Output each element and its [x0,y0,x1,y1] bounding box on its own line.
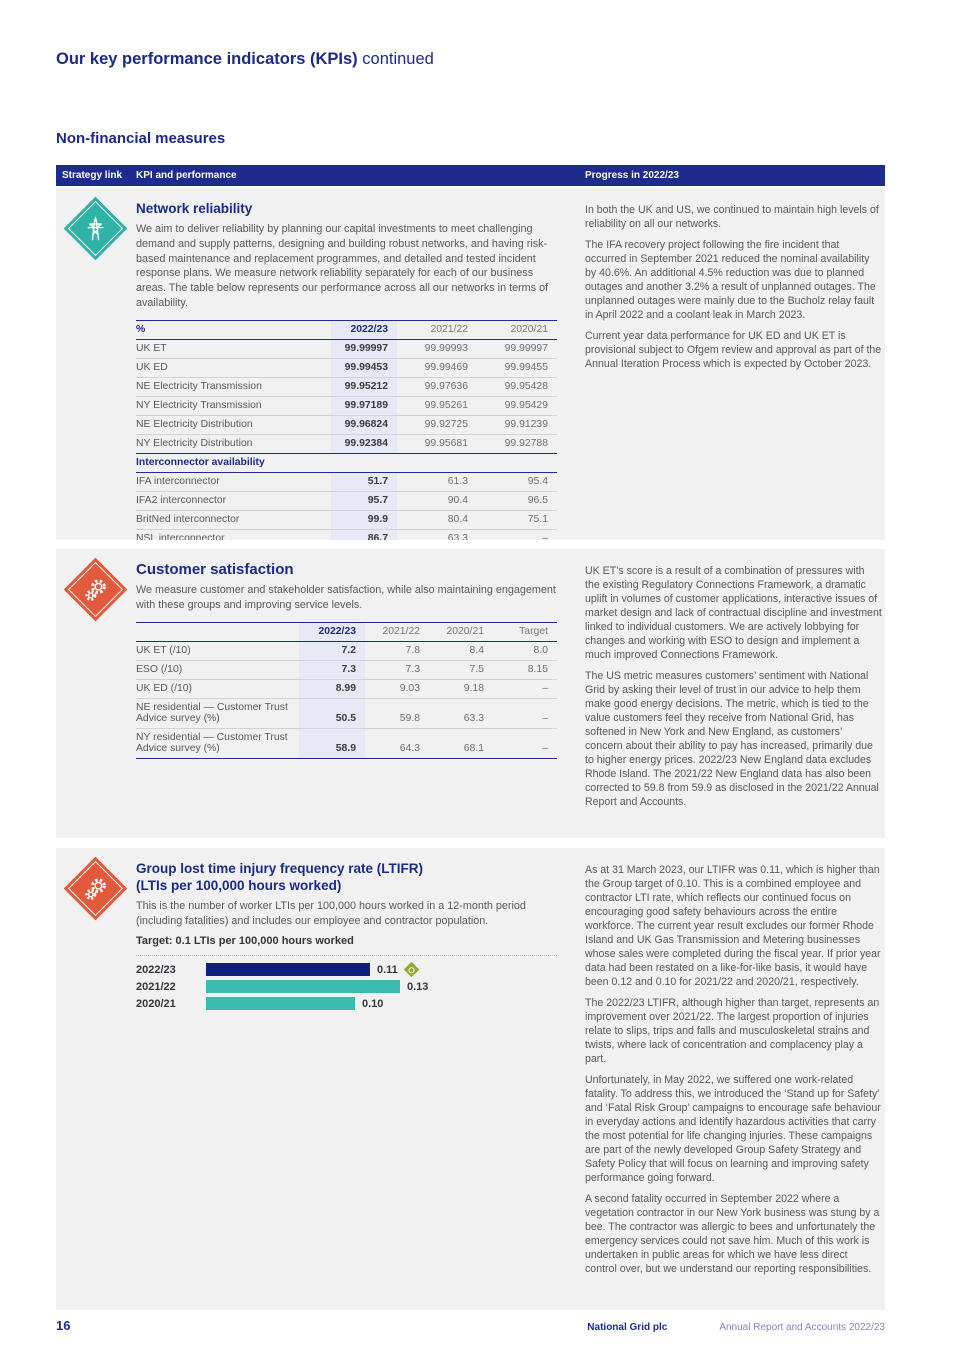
progress-column: UK ET’s score is a result of a combinati… [585,564,882,816]
section-description: This is the number of worker LTIs per 10… [136,900,526,927]
section-title-line2: (LTIs per 100,000 hours worked) [136,878,342,893]
progress-paragraph: A second fatality occurred in September … [585,1193,880,1275]
col-2022-23: 2022/23 [331,320,397,340]
progress-paragraph: Unfortunately, in May 2022, we suffered … [585,1074,881,1184]
progress-paragraph: The IFA recovery project following the f… [585,239,876,321]
col-percent: % [136,324,146,336]
transmission-tower-icon [63,196,128,261]
table-row: BritNed interconnector 99.9 80.4 75.1 [136,510,557,530]
progress-paragraph: The US metric measures customers’ sentim… [585,670,879,808]
progress-paragraph: The 2022/23 LTIFR, although higher than … [585,997,880,1065]
footer-report-title: Annual Report and Accounts 2022/23 [719,1322,885,1333]
progress-column: In both the UK and US, we continued to m… [585,203,882,378]
bar-value-label: 0.13 [407,980,429,993]
progress-paragraph: In both the UK and US, we continued to m… [585,204,879,230]
chart-row: 2022/23 0.11 [136,961,557,978]
section-customer-satisfaction: Customer satisfaction We measure custome… [56,549,885,838]
column-header-bar: Strategy link KPI and performance Progre… [56,165,885,186]
table-row: NY residential — Customer Trust Advice s… [136,728,557,759]
bar-2020-21 [206,997,355,1011]
strategy-link-column-header: Strategy link [62,170,123,181]
col-2021-22: 2021/22 [430,324,468,336]
section-ltifr: Group lost time injury frequency rate (L… [56,848,885,1310]
progress-paragraph: Current year data performance for UK ED … [585,330,882,370]
chart-row: 2021/22 0.13 [136,980,557,994]
footer: National Grid plc Annual Report and Acco… [587,1322,885,1333]
progress-paragraph: UK ET’s score is a result of a combinati… [585,565,882,661]
bar-value-label: 0.10 [362,997,384,1010]
section-title-line1: Group lost time injury frequency rate (L… [136,861,424,876]
table-row: ESO (/10) 7.3 7.3 7.5 8.15 [136,660,557,680]
section-description: We measure customer and stakeholder sati… [136,584,556,611]
non-financial-measures-heading: Non-financial measures [56,130,226,147]
bar-category-label: 2020/21 [136,997,176,1010]
section-title: Network reliability [136,201,253,216]
customer-satisfaction-table: 2022/23 2021/22 2020/21 Target UK ET (/1… [136,622,557,759]
table-row: UK ET (/10) 7.2 7.8 8.4 8.0 [136,641,557,661]
table-row: NE Electricity Transmission 99.95212 99.97… [136,377,557,397]
table-row: NY Electricity Transmission 99.97189 99.95… [136,396,557,416]
table-row: NY Electricity Distribution 99.92384 99.95… [136,434,557,454]
ltifr-bar-chart: 2022/23 0.11 2021/22 0.13 2020/21 0.10 [136,954,557,1011]
bar-value-label: 0.11 [377,963,398,976]
table-row: UK ED (/10) 8.99 9.03 9.18– [136,679,557,699]
table-header-row: % 2022/23 2021/22 2020/21 [136,320,557,340]
section-description: We aim to deliver reliability by plannin… [136,223,549,309]
kpi-performance-column-header: KPI and performance [136,170,237,181]
network-reliability-table: % 2022/23 2021/22 2020/21 UK ET 99.99997 9… [136,320,557,540]
page-title: Our key performance indicators (KPIs) co… [56,50,434,69]
table-row: UK ED 99.99453 99.99469 99.99455 [136,358,557,378]
target-label: Target: 0.1 LTIs per 100,000 hours worke… [136,934,354,947]
progress-column-header: Progress in 2022/23 [585,170,679,181]
bar-2021-22 [206,980,400,994]
section-network-reliability: Network reliability We aim to deliver re… [56,188,885,540]
table-row: IFA interconnector 51.7 61.3 95.4 [136,472,557,492]
table-row: NE residential — Customer Trust Advice s… [136,698,557,729]
col-blank [136,622,299,641]
progress-column: As at 31 March 2023, our LTIFR was 0.11,… [585,863,882,1283]
page-number: 16 [56,1318,71,1333]
page-title-bold: Our key performance indicators (KPIs) [56,50,358,68]
bar-category-label: 2022/23 [136,963,176,976]
gears-icon [63,557,128,622]
footer-company: National Grid plc [587,1322,668,1333]
progress-paragraph: As at 31 March 2023, our LTIFR was 0.11,… [585,864,881,988]
col-2021-22: 2021/22 [382,626,420,638]
col-2020-21: 2020/21 [446,626,484,638]
section-title: Customer satisfaction [136,561,294,578]
table-row: NE Electricity Distribution 99.96824 99.92… [136,415,557,435]
table-subheader-row: Interconnector availability [136,453,557,473]
col-2020-21: 2020/21 [510,324,548,336]
table-row: IFA2 interconnector 95.7 90.4 96.5 [136,491,557,511]
col-2022-23: 2022/23 [299,622,365,642]
bar-2022-23 [206,963,370,977]
col-target: Target [519,626,548,638]
table-row: NSL interconnector 86.7 63.3– [136,529,557,540]
table-header-row: 2022/23 2021/22 2020/21 Target [136,622,557,642]
page-title-suffix: continued [357,50,434,68]
table-row: UK ET 99.99997 99.99993 99.99997 [136,339,557,359]
gears-icon [63,856,128,921]
chart-row: 2020/21 0.10 [136,997,557,1011]
bar-category-label: 2021/22 [136,980,176,993]
remuneration-linked-icon [403,961,420,978]
